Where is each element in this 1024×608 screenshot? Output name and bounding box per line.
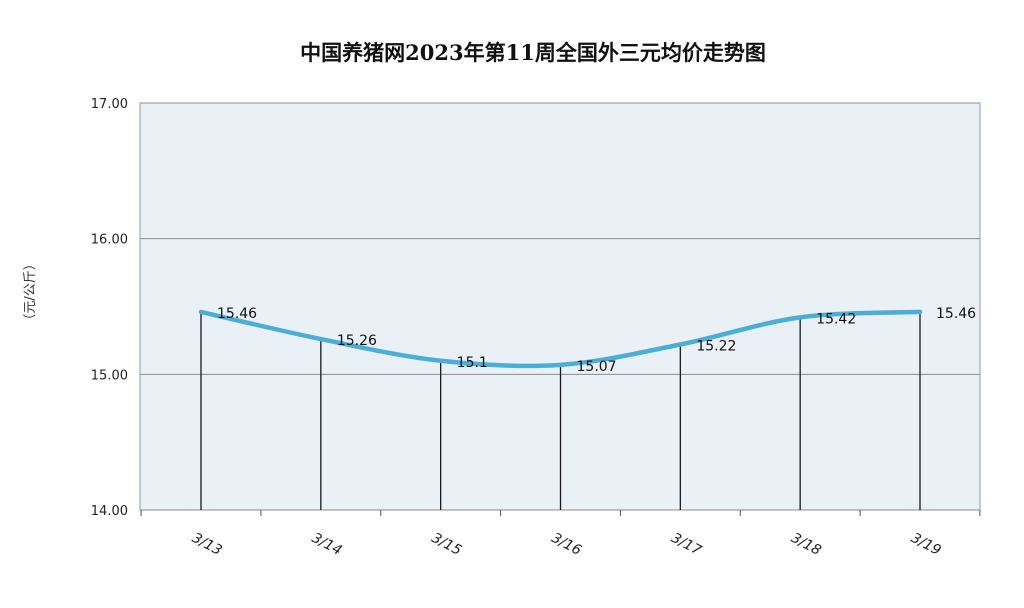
data-label: 15.22 xyxy=(696,338,736,354)
plot-area: 14.00 15.00 16.00 17.00 15.46 15.26 15.1 15.07 1… xyxy=(91,97,981,559)
data-label: 15.07 xyxy=(577,359,617,375)
y-tick-label: 15.00 xyxy=(91,368,128,383)
data-label: 15.26 xyxy=(337,333,377,349)
y-tick-label: 16.00 xyxy=(91,233,128,248)
y-tick-label: 14.00 xyxy=(91,504,128,519)
data-label: 15.46 xyxy=(217,306,257,322)
y-axis-label: （元/公斤） xyxy=(23,257,38,326)
chart-title: 中国养猪网2023年第11周全国外三元均价走势图 xyxy=(300,40,766,65)
data-label: 15.1 xyxy=(457,355,488,371)
data-label: 15.46 xyxy=(936,306,976,322)
series-line xyxy=(198,309,923,369)
y-tick-label: 17.00 xyxy=(91,97,128,112)
data-label: 15.42 xyxy=(816,311,856,327)
